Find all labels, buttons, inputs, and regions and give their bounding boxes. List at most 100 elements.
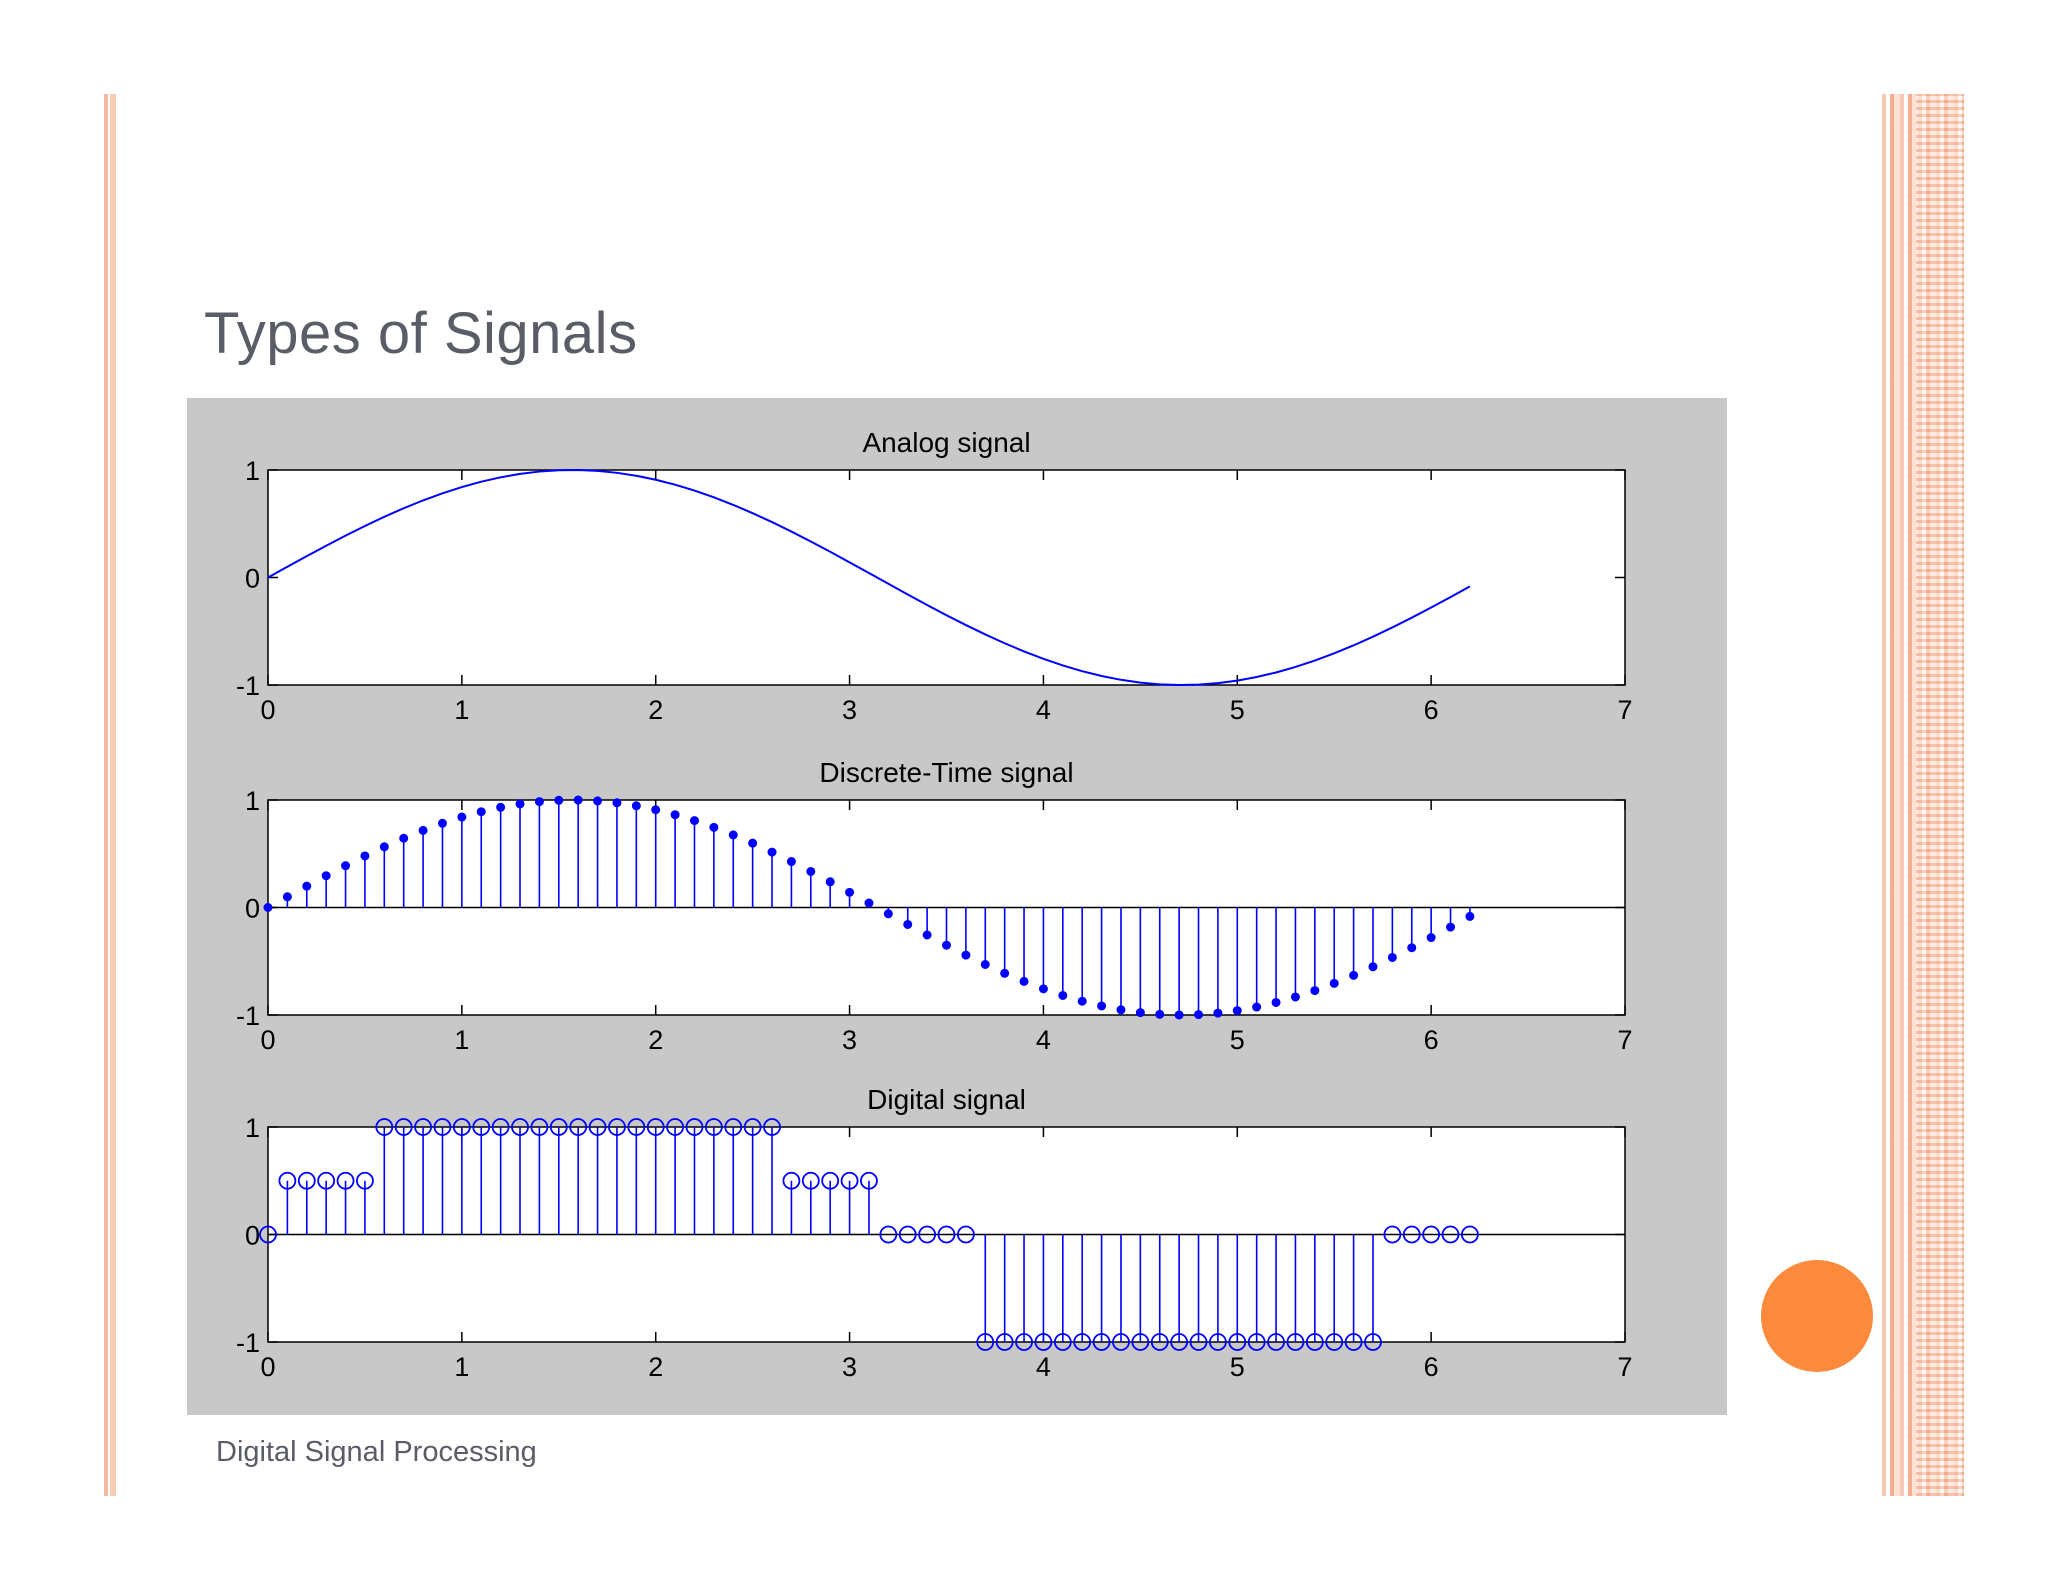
x-tick-label: 0 — [260, 1352, 275, 1382]
matlab-figure: Analog signal 0 1 2 3 4 5 6 7 -1 0 1 Discrete-Time s… — [187, 398, 1727, 1415]
stem-marker-circle — [472, 1118, 491, 1136]
stem-marker-dot — [767, 847, 777, 857]
stem-marker-dot — [670, 810, 680, 820]
stem-marker-circle — [1267, 1333, 1285, 1351]
x-tick-label: 5 — [1230, 695, 1245, 725]
stem-marker-dot — [496, 802, 506, 812]
left-border-line-inner — [110, 94, 116, 1496]
stem-marker-dot — [282, 892, 292, 902]
x-tick-label: 3 — [842, 1025, 857, 1055]
stem-marker-circle — [530, 1118, 549, 1136]
stem-marker-circle — [1305, 1333, 1324, 1351]
stem-marker-circle — [1325, 1333, 1344, 1351]
stem-marker-circle — [1015, 1333, 1033, 1351]
stem-marker-circle — [336, 1171, 355, 1190]
stem-marker-dot — [1232, 1006, 1242, 1016]
stem-marker-circle — [743, 1118, 762, 1136]
stem-marker-dot — [341, 861, 351, 871]
stem-marker-dot — [651, 805, 661, 815]
stem-marker-circle — [549, 1118, 568, 1136]
axes-box-1 — [267, 469, 1626, 686]
y-tick-label: 1 — [245, 1113, 260, 1143]
stem-marker-dot — [845, 887, 855, 897]
y-tick-label: 1 — [245, 786, 260, 816]
x-tick-label: 5 — [1230, 1352, 1245, 1382]
stem-marker-circle — [375, 1118, 394, 1136]
x-tick-label: 4 — [1036, 695, 1051, 725]
orange-circle-decoration — [1761, 1260, 1873, 1372]
stem-marker-circle — [491, 1118, 510, 1136]
y-tick-label: 0 — [245, 1221, 260, 1251]
stem-marker-dot — [1252, 1002, 1262, 1012]
stem-marker-dot — [302, 881, 312, 891]
stem-marker-dot — [1097, 1001, 1107, 1011]
stem-marker-circle — [685, 1118, 704, 1136]
x-tick-label: 7 — [1617, 1025, 1632, 1055]
analog-sine-line — [267, 469, 1471, 686]
stem-marker-circle — [278, 1171, 297, 1190]
stem-marker-dot — [612, 798, 622, 808]
stem-marker-circle — [356, 1171, 374, 1190]
stem-marker-dot — [903, 919, 913, 929]
stem-marker-dot — [1465, 911, 1475, 921]
stem-marker-circle — [1383, 1225, 1402, 1244]
stem-marker-circle — [956, 1225, 975, 1244]
stem-marker-circle — [1461, 1225, 1479, 1244]
x-tick-label: 6 — [1424, 695, 1439, 725]
stem-marker-dot — [1290, 992, 1300, 1002]
stem-marker-circle — [976, 1333, 995, 1351]
stem-marker-dot — [1368, 962, 1378, 972]
y-tick-label: 0 — [245, 564, 260, 594]
stem-marker-circle — [1402, 1225, 1421, 1244]
x-tick-label: 1 — [454, 695, 469, 725]
stem-marker-circle — [1364, 1333, 1382, 1351]
stem-marker-circle — [1189, 1333, 1208, 1351]
stem-marker-dot — [399, 833, 409, 843]
stem-marker-dot — [321, 871, 331, 881]
stem-marker-dot — [554, 795, 564, 805]
stem-marker-dot — [709, 822, 719, 832]
stem-marker-dot — [534, 797, 544, 807]
stem-marker-dot — [1038, 984, 1048, 994]
stem-marker-circle — [259, 1225, 277, 1244]
stem-marker-dot — [1135, 1008, 1145, 1018]
stem-marker-circle — [724, 1118, 743, 1136]
stem-marker-circle — [1247, 1333, 1266, 1351]
stem-marker-circle — [511, 1118, 529, 1136]
stem-marker-circle — [704, 1118, 723, 1136]
stem-marker-circle — [646, 1118, 665, 1136]
stem-marker-circle — [317, 1171, 336, 1190]
stem-marker-dot — [942, 940, 951, 950]
stem-marker-dot — [515, 799, 525, 809]
stem-marker-circle — [782, 1171, 801, 1190]
stem-marker-circle — [666, 1118, 685, 1136]
stem-marker-dot — [825, 877, 835, 887]
stem-marker-circle — [898, 1225, 917, 1244]
stem-marker-dot — [457, 812, 467, 822]
stem-marker-dot — [263, 903, 273, 912]
x-tick-label: 0 — [260, 695, 275, 725]
stem-marker-circle — [569, 1118, 588, 1136]
y-tick-label: -1 — [236, 1328, 260, 1358]
y-tick-label: 0 — [245, 894, 260, 924]
stem-marker-circle — [414, 1118, 432, 1136]
stem-marker-dot — [1174, 1010, 1184, 1020]
plot-title-2: Discrete-Time signal — [819, 757, 1073, 788]
stem-marker-dot — [1000, 968, 1010, 978]
stem-marker-circle — [937, 1225, 956, 1244]
stem-marker-dot — [418, 825, 428, 835]
stem-marker-dot — [806, 866, 816, 876]
stem-marker-dot — [593, 796, 603, 806]
x-tick-label: 3 — [842, 695, 857, 725]
stem-marker-circle — [608, 1118, 626, 1136]
stem-marker-circle — [627, 1118, 646, 1136]
plot-title-1: Analog signal — [862, 427, 1030, 458]
y-tick-label: -1 — [236, 1001, 260, 1031]
stem-marker-dot — [689, 816, 699, 826]
x-tick-label: 2 — [648, 695, 663, 725]
stem-marker-dot — [922, 930, 932, 940]
stem-marker-circle — [1344, 1333, 1363, 1351]
y-tick-label: 1 — [245, 456, 260, 486]
stem-marker-circle — [297, 1171, 316, 1190]
